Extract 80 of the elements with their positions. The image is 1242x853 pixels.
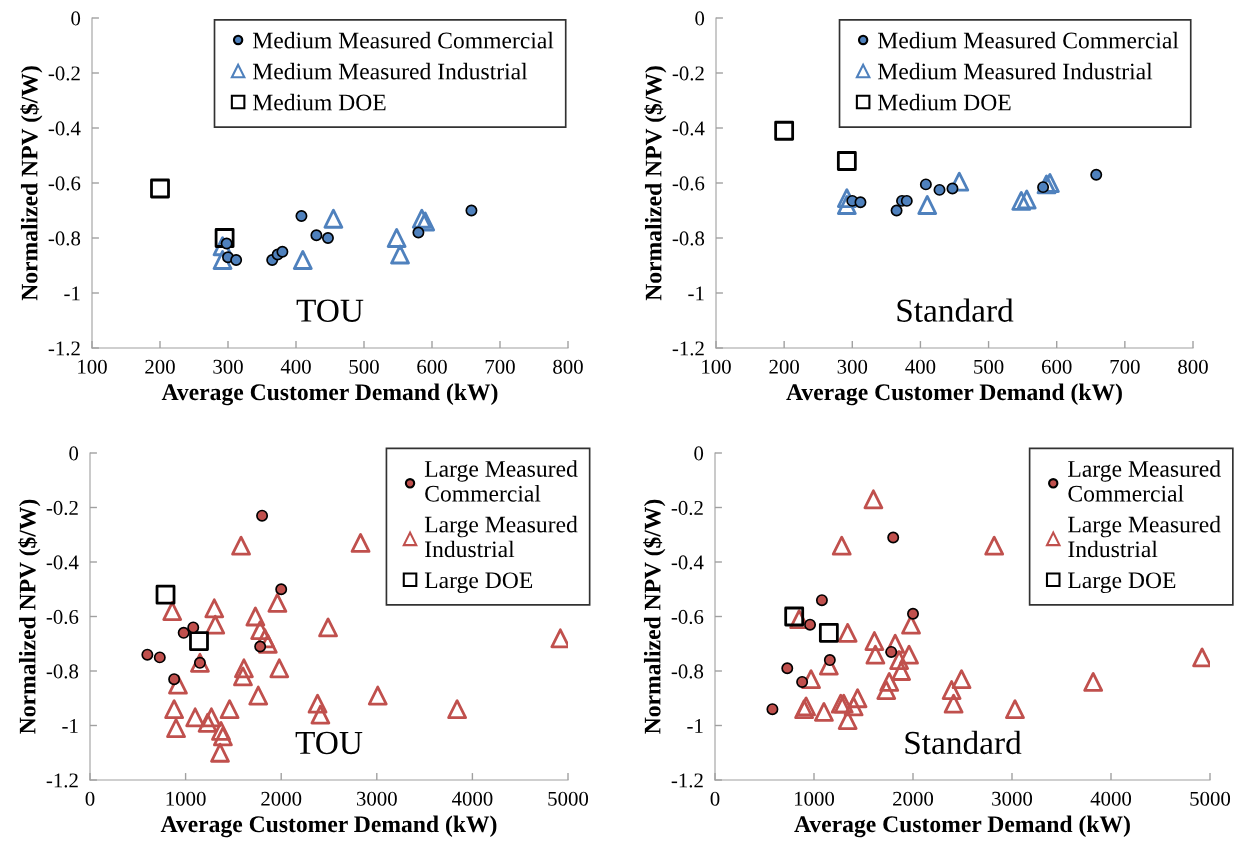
y-tick-label: -0.2 xyxy=(46,500,78,516)
y-tick-label: -0.6 xyxy=(671,609,704,625)
y-tick-label: -0.2 xyxy=(48,66,80,81)
y-tick-label: -0.8 xyxy=(48,231,81,246)
y-tick-label: -1 xyxy=(62,718,78,733)
y-tick-label: -1.2 xyxy=(672,341,704,356)
legend-label: Large Measured Commercial xyxy=(1068,460,1221,502)
y-axis-title: Normalized NPV ($/W) xyxy=(18,499,41,734)
y-tick-label: -0.2 xyxy=(672,66,704,81)
x-tick-label: 800 xyxy=(1178,359,1208,374)
legend-label: Medium Measured Commercial xyxy=(877,31,1179,49)
y-tick-label: -1.2 xyxy=(48,341,80,356)
y-tick-label: -0.6 xyxy=(48,176,81,191)
legend-label: Large Measured Industrial xyxy=(424,515,578,558)
legend-label: Large Measured Industrial xyxy=(1068,515,1221,558)
y-tick-label: 0 xyxy=(69,446,79,461)
x-tick-label: 2000 xyxy=(893,791,934,806)
y-tick-label: 0 xyxy=(695,11,705,26)
y-tick-label: -1.2 xyxy=(46,773,78,788)
y-tick-label: -0.8 xyxy=(46,664,79,679)
x-tick-label: 300 xyxy=(213,359,243,374)
x-tick-label: 400 xyxy=(280,359,311,374)
y-axis-title: Normalized NPV ($/W) xyxy=(644,66,667,301)
x-tick-label: 4000 xyxy=(451,791,493,806)
y-tick-label: -0.6 xyxy=(672,176,705,191)
x-tick-label: 100 xyxy=(78,359,107,374)
x-tick-label: 0 xyxy=(85,791,95,806)
x-axis-title: Average Customer Demand (kW) xyxy=(161,383,498,406)
x-tick-label: 5000 xyxy=(1190,791,1231,806)
legend-label: Medium Measured Industrial xyxy=(252,62,528,80)
legend-label: Medium Measured Industrial xyxy=(877,62,1153,80)
x-tick-label: 200 xyxy=(145,359,175,374)
x-axis-title: Average Customer Demand (kW) xyxy=(160,815,497,838)
y-tick-label: -0.6 xyxy=(46,609,79,625)
x-tick-label: 700 xyxy=(485,359,515,374)
legend-label: Medium Measured Commercial xyxy=(252,31,554,49)
x-tick-label: 600 xyxy=(1041,359,1072,374)
x-tick-label: 0 xyxy=(710,791,720,806)
x-tick-label: 400 xyxy=(905,359,936,374)
y-tick-label: -1.2 xyxy=(671,773,703,788)
annotation: Standard xyxy=(905,730,1022,755)
x-axis-title: Average Customer Demand (kW) xyxy=(786,383,1122,406)
x-tick-label: 2000 xyxy=(261,791,302,806)
x-tick-label: 300 xyxy=(837,359,868,374)
y-tick-label: -0.4 xyxy=(671,555,704,570)
x-tick-label: 5000 xyxy=(548,791,589,806)
legend-label: Large DOE xyxy=(424,572,533,594)
legend-label: Medium DOE xyxy=(252,93,386,111)
annotation: TOU xyxy=(296,299,364,322)
x-tick-label: 600 xyxy=(417,359,447,374)
y-tick-label: -0.4 xyxy=(672,121,705,136)
x-tick-label: 1000 xyxy=(795,791,835,806)
legend-label: Large DOE xyxy=(1068,572,1176,594)
x-tick-label: 3000 xyxy=(356,791,397,806)
y-tick-label: -1 xyxy=(64,286,80,301)
legend-label: Large Measured Commercial xyxy=(424,460,578,502)
annotation: Standard xyxy=(897,298,1014,322)
y-tick-label: 0 xyxy=(71,11,81,26)
y-tick-label: -1 xyxy=(687,718,703,733)
x-tick-label: 3000 xyxy=(992,791,1033,806)
x-tick-label: 200 xyxy=(769,359,799,374)
y-tick-label: -0.2 xyxy=(671,500,703,516)
x-tick-label: 4000 xyxy=(1090,791,1132,806)
x-tick-label: 500 xyxy=(974,359,1004,374)
y-tick-label: -0.4 xyxy=(48,121,81,136)
y-axis-title: Normalized NPV ($/W) xyxy=(20,66,43,301)
y-tick-label: 0 xyxy=(694,446,704,461)
y-tick-label: -0.4 xyxy=(46,555,79,570)
x-tick-label: 800 xyxy=(553,359,583,374)
annotation: TOU xyxy=(295,731,363,755)
y-tick-label: -0.8 xyxy=(671,664,704,679)
y-tick-label: -0.8 xyxy=(672,231,705,246)
x-tick-label: 1000 xyxy=(166,791,206,806)
x-tick-label: 100 xyxy=(702,359,731,374)
y-axis-title: Normalized NPV ($/W) xyxy=(643,499,666,734)
x-tick-label: 500 xyxy=(349,359,379,374)
x-axis-title: Average Customer Demand (kW) xyxy=(794,815,1130,838)
y-tick-label: -1 xyxy=(688,286,704,301)
x-tick-label: 700 xyxy=(1110,359,1140,374)
legend-label: Medium DOE xyxy=(877,93,1011,111)
